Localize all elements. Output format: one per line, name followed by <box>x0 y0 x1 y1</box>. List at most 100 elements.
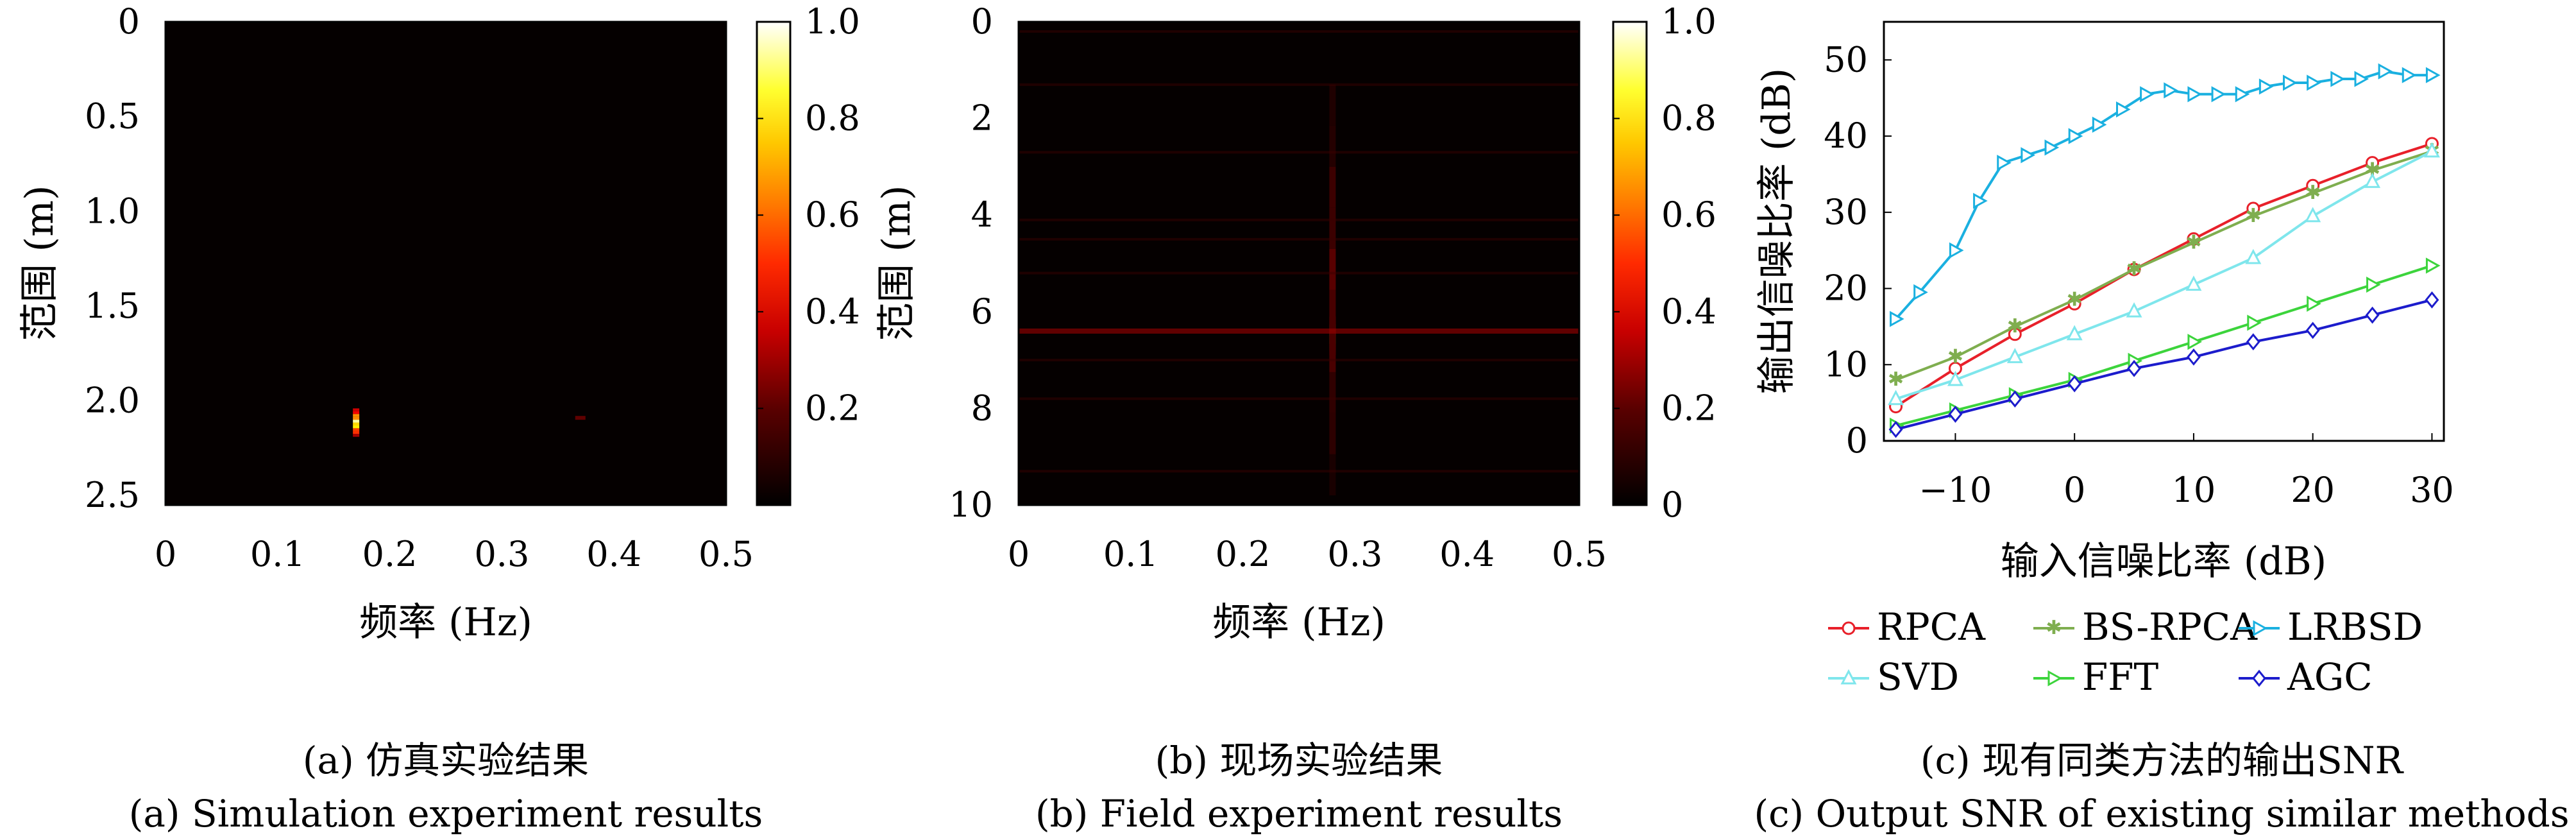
x-tick-label: 0.1 <box>250 534 305 574</box>
x-tick-label: 0.4 <box>586 534 641 574</box>
colorbar-tick-label: 0.6 <box>1661 194 1716 235</box>
y-tick-label: 10 <box>1824 344 1868 384</box>
heatmap-cell <box>1019 237 1579 241</box>
heatmap-cell <box>353 428 360 431</box>
heatmap-cell <box>1329 372 1336 413</box>
x-axis-label: 频率 (Hz) <box>1212 600 1385 645</box>
caption-en: (c) Output SNR of existing similar metho… <box>1754 792 2569 836</box>
y-tick-label: 40 <box>1824 116 1868 156</box>
series-marker <box>2115 101 2131 118</box>
series-marker <box>2378 63 2393 80</box>
x-tick-label: 0.5 <box>1552 534 1607 574</box>
series-marker <box>2008 390 2022 408</box>
series-marker <box>2307 74 2321 91</box>
y-tick-label: 0.5 <box>85 96 140 137</box>
y-tick-label: 0 <box>971 1 993 42</box>
series-marker <box>1890 311 1904 327</box>
heatmap-cell <box>1329 125 1336 167</box>
y-axis-label: 范围 (m) <box>17 185 62 341</box>
x-tick-label: 0 <box>155 534 176 574</box>
x-tick-labels: 0 0.1 0.2 0.3 0.4 0.5 <box>155 534 754 574</box>
legend-label: AGC <box>2287 655 2373 699</box>
x-tick-label: 30 <box>2410 470 2454 510</box>
legend-label: FFT <box>2082 655 2158 699</box>
legend-marker <box>2252 669 2266 687</box>
y-tick-label: 0 <box>118 1 140 42</box>
y-tick-labels: 0 10 20 30 40 50 <box>1824 39 1892 461</box>
y-tick-labels: 0 2 4 6 8 10 <box>949 1 993 525</box>
heatmap-cell <box>1019 328 1579 334</box>
y-tick-label: 6 <box>971 291 993 332</box>
colorbar-tick-label: 0 <box>1661 484 1683 525</box>
series-marker <box>1913 284 1928 301</box>
heatmap-cell <box>1019 470 1579 473</box>
series-marker <box>1948 406 1963 423</box>
series-marker <box>2092 116 2107 133</box>
series-lines: ✱✱✱✱✱✱✱✱✱✱ <box>1888 63 2441 438</box>
y-tick-labels: 0 0.5 1.0 1.5 2.0 2.5 <box>85 1 140 515</box>
series-marker <box>2185 275 2202 291</box>
series-marker <box>2187 348 2201 366</box>
heatmap-cell <box>353 416 360 420</box>
heatmap-cell <box>353 434 360 437</box>
x-tick-label: 0.5 <box>699 534 754 574</box>
series-marker <box>2330 71 2345 87</box>
x-tick-label: 0.4 <box>1439 534 1495 574</box>
colorbar-tick-label: 0.4 <box>1661 291 1716 332</box>
heatmap-cell <box>1019 218 1579 221</box>
y-tick-label: 0 <box>1846 420 1868 461</box>
heatmap-cell <box>1019 83 1579 86</box>
series-marker <box>2187 334 2203 350</box>
series-marker <box>2423 142 2440 158</box>
series-marker <box>2008 327 2022 341</box>
series-marker <box>2164 82 2178 99</box>
x-tick-label: −10 <box>1919 470 1992 510</box>
heatmap-cell <box>1019 30 1579 33</box>
series-marker <box>2127 359 2141 377</box>
series-marker <box>2364 173 2381 188</box>
heatmap-features <box>1019 30 1579 495</box>
series-line <box>1895 150 2433 400</box>
heatmap-cell <box>353 431 360 434</box>
series-marker <box>2187 86 2203 103</box>
series-marker <box>2365 306 2380 324</box>
x-axis-label: 输入信噪比率 (dB) <box>2001 539 2326 584</box>
colorbar <box>756 21 792 506</box>
heatmap-cell <box>353 420 360 423</box>
series-marker: ✱ <box>2126 258 2142 280</box>
heatmap-area <box>165 22 726 505</box>
heatmap-features <box>353 408 586 437</box>
x-tick-label: 0.2 <box>1216 534 1271 574</box>
series-line <box>1895 150 2433 381</box>
colorbar-tick-label: 0.6 <box>805 194 860 235</box>
series-marker <box>2044 139 2060 156</box>
series-marker <box>2126 302 2142 318</box>
series-marker <box>2305 207 2321 223</box>
heatmap-area <box>1019 22 1579 505</box>
colorbar-tick-label: 1.0 <box>1661 1 1716 42</box>
legend-marker: ✱ <box>2046 617 2062 639</box>
legend: RPCA ✱ BS-RPCA LRBSD SVD FFT AGC <box>1828 605 2423 699</box>
legend-marker <box>2253 620 2268 637</box>
series-marker <box>2258 78 2274 95</box>
x-tick-label: 0.1 <box>1103 534 1158 574</box>
series-marker <box>2247 314 2262 331</box>
series-marker <box>2283 74 2298 91</box>
y-tick-label: 10 <box>949 484 993 525</box>
series-marker <box>2066 325 2083 341</box>
y-axis-label: 输出信噪比率 (dB) <box>1754 68 1799 394</box>
series-marker <box>2402 67 2417 83</box>
heatmap-cell <box>353 425 360 429</box>
colorbar-tick-label: 0.4 <box>805 291 860 332</box>
series-marker <box>2021 147 2035 164</box>
colorbar-tick-labels: 0 0.2 0.4 0.6 0.8 1.0 <box>1613 1 1716 525</box>
series-marker <box>1949 242 1964 259</box>
series-marker <box>2425 67 2441 83</box>
caption-cn: (b) 现场实验结果 <box>1155 739 1443 782</box>
caption-cn: (a) 仿真实验结果 <box>303 739 589 782</box>
colorbar-tick-label: 0.2 <box>805 388 860 428</box>
series-marker <box>1888 420 1903 438</box>
